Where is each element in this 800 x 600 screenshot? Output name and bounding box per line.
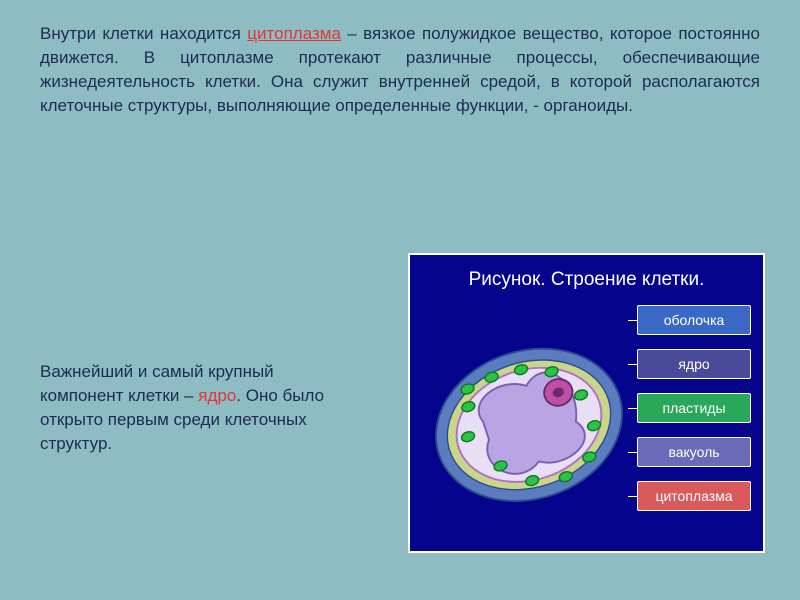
diagram-label-2: пластиды [637, 393, 751, 423]
diagram-title: Рисунок. Строение клетки. [420, 269, 753, 291]
cell-illustration [424, 313, 634, 531]
p1-highlight: цитоплазма [247, 24, 341, 43]
diagram-label-4: цитоплазма [637, 481, 751, 511]
p2-highlight: ядро [198, 386, 236, 405]
diagram-label-1: ядро [637, 349, 751, 379]
diagram-label-0: оболочка [637, 305, 751, 335]
nucleus-paragraph: Важнейший и самый крупный компонент клет… [40, 360, 350, 457]
diagram-labels: оболочка ядро пластиды вакуоль цитоплазма [637, 305, 751, 525]
cytoplasm-paragraph: Внутри клетки находится цитоплазма – вяз… [40, 22, 760, 119]
cell-diagram: Рисунок. Строение клетки. оболочка ядро пл… [408, 253, 765, 553]
diagram-label-3: вакуоль [637, 437, 751, 467]
p1-pre: Внутри клетки находится [40, 24, 247, 43]
